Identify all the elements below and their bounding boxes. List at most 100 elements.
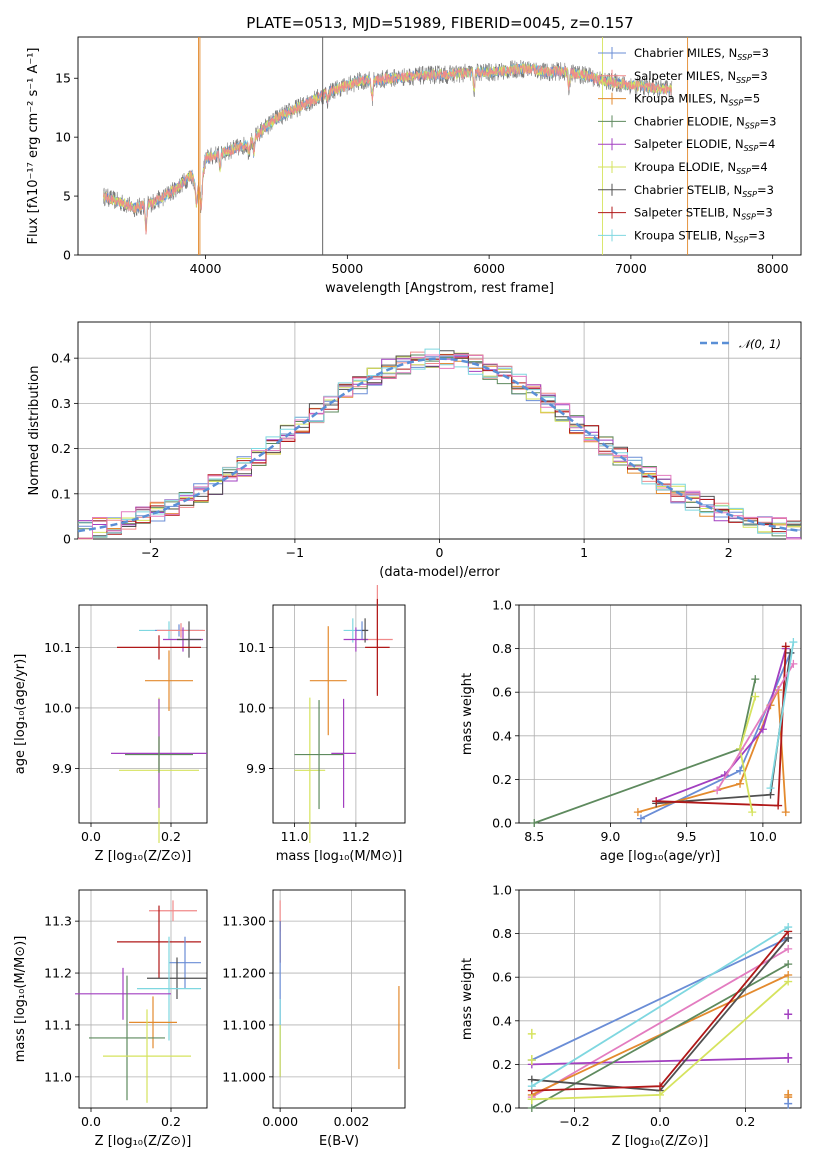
histogram-step-line <box>78 353 801 540</box>
mass-weight-marker <box>652 797 661 806</box>
y-tick-label: 0.4 <box>492 1013 512 1028</box>
legend-label: Salpeter STELIB, NSSP=3 <box>634 206 773 222</box>
x-tick-label: 0.2 <box>161 829 181 844</box>
axes-frame <box>272 889 406 1109</box>
y-tick-label: 0.6 <box>492 685 512 700</box>
y-tick-label: 1.0 <box>492 598 512 613</box>
mass-weight-marker <box>786 648 795 657</box>
mass-weight-marker <box>784 1052 793 1063</box>
mass-weight-line <box>769 641 795 789</box>
mass-weight-line <box>716 663 795 791</box>
x-axis-label: wavelength [Angstrom, rest frame] <box>325 281 554 296</box>
legend-label: Chabrier ELODIE, NSSP=3 <box>634 114 776 130</box>
mass-weight-marker <box>527 1082 536 1091</box>
legend-label: Salpeter ELODIE, NSSP=4 <box>634 137 775 153</box>
mass-age-panel: 11.0 11.2 9.9 10.0 10.1 mass [log₁₀(M/M⊙)] <box>238 585 406 864</box>
mass-weight-age-panel: 8.5 9.0 9.5 10.0 0.0 0.2 0.4 0.6 0.8 1.0 age [log₁… <box>460 598 802 864</box>
x-tick-label: 6000 <box>473 261 505 276</box>
legend-label: Chabrier STELIB, NSSP=3 <box>634 183 774 199</box>
y-tick-label: 0.2 <box>492 1057 512 1072</box>
x-tick-label: 0 <box>436 545 444 560</box>
x-tick-label: 4000 <box>190 261 222 276</box>
mass-weight-marker <box>784 923 793 932</box>
y-tick-label: 0.4 <box>492 728 512 743</box>
mass-weight-marker <box>656 1082 664 1091</box>
x-tick-label: 0.2 <box>161 1114 181 1129</box>
mass-weight-line <box>531 974 789 1096</box>
x-tick-label: 0.2 <box>736 1114 756 1129</box>
x-axis-label: Z [log₁₀(Z/Z⊙)] <box>95 849 192 864</box>
y-tick-label: 15 <box>55 71 71 86</box>
y-tick-label: 0.8 <box>492 926 512 941</box>
mass-weight-line <box>533 678 757 824</box>
x-tick-label: 0.0 <box>81 829 101 844</box>
legend-label: Chabrier MILES, NSSP=3 <box>634 46 769 62</box>
mass-weight-marker <box>781 642 790 651</box>
x-axis-label: Z [log₁₀(Z/Z⊙)] <box>95 1134 192 1149</box>
x-tick-label: 0.002 <box>334 1114 370 1129</box>
y-tick-label: 0.0 <box>492 1101 512 1116</box>
figure-title: PLATE=0513, MJD=51989, FIBERID=0045, z=0… <box>246 14 633 32</box>
mass-weight-marker <box>527 1028 536 1039</box>
model-spectrum-line <box>103 62 673 229</box>
y-tick-label: 0.0 <box>492 816 512 831</box>
x-tick-label: 9.0 <box>601 829 621 844</box>
y-tick-label: 11.100 <box>222 1017 266 1032</box>
mass-weight-marker <box>789 638 798 647</box>
x-tick-label: −2 <box>141 545 159 560</box>
x-axis-label: mass [log₁₀(M/M⊙)] <box>276 849 403 864</box>
y-tick-label: 5 <box>63 189 71 204</box>
mass-weight-marker <box>748 808 757 817</box>
y-tick-label: 0 <box>63 248 71 263</box>
mass-weight-marker <box>736 766 745 775</box>
x-tick-label: 9.5 <box>677 829 697 844</box>
y-tick-label: 9.9 <box>246 761 266 776</box>
y-tick-label: 10.1 <box>238 640 266 655</box>
mass-weight-marker <box>784 1009 793 1020</box>
mass-weight-line <box>531 948 789 1098</box>
axes-frame <box>272 604 406 824</box>
legend-label: Kroupa ELODIE, NSSP=4 <box>634 160 768 176</box>
mass-weight-marker <box>527 1094 536 1105</box>
mass-weight-line <box>656 646 787 807</box>
axes-frame <box>78 889 208 1109</box>
mass-weight-marker <box>713 786 722 795</box>
y-tick-label: 10.1 <box>44 640 72 655</box>
y-tick-label: 0.2 <box>51 441 71 456</box>
y-tick-label: 10.0 <box>238 700 266 715</box>
y-tick-label: 0.4 <box>51 351 71 366</box>
x-tick-label: 11.0 <box>281 829 309 844</box>
x-axis-label: E(B-V) <box>319 1134 359 1149</box>
model-spectrum-line <box>103 63 672 235</box>
x-tick-label: −0.2 <box>559 1114 589 1129</box>
mass-weight-marker <box>784 1098 793 1109</box>
x-tick-label: −1 <box>286 545 304 560</box>
y-axis-label: mass weight <box>460 673 475 755</box>
mass-weight-marker <box>527 1104 536 1112</box>
mass-weight-marker <box>766 784 775 793</box>
x-tick-label: 2 <box>725 545 733 560</box>
mass-weight-line <box>637 686 787 813</box>
mass-weight-marker <box>636 814 645 823</box>
x-tick-label: 8000 <box>757 261 789 276</box>
legend-label: Kroupa STELIB, NSSP=3 <box>634 228 765 244</box>
axes-frame <box>77 36 802 256</box>
metallicity-age-panel: 0.0 0.2 9.9 10.0 10.1 Z [log₁₀(Z/Z⊙)] age [log… <box>13 604 208 864</box>
y-tick-label: 11.300 <box>222 914 266 929</box>
spectrum-panel: 4000 5000 6000 7000 8000 0 5 10 15 wavelength [An… <box>26 36 802 296</box>
model-spectrum-line <box>103 62 673 232</box>
mass-weight-marker <box>736 779 745 788</box>
y-tick-label: 11.200 <box>222 966 266 981</box>
y-tick-label: 11.2 <box>44 966 72 981</box>
mass-weight-marker <box>656 1090 664 1099</box>
mass-weight-marker <box>784 960 793 969</box>
mass-weight-marker <box>784 944 793 953</box>
mass-weight-line <box>531 937 789 1061</box>
y-tick-label: 9.9 <box>52 761 72 776</box>
mass-weight-marker <box>530 819 539 827</box>
mass-weight-marker <box>781 808 790 817</box>
x-axis-label: Z [log₁₀(Z/Z⊙)] <box>612 1134 709 1149</box>
mass-weight-line <box>531 1057 789 1066</box>
mass-weight-line <box>531 926 789 1087</box>
